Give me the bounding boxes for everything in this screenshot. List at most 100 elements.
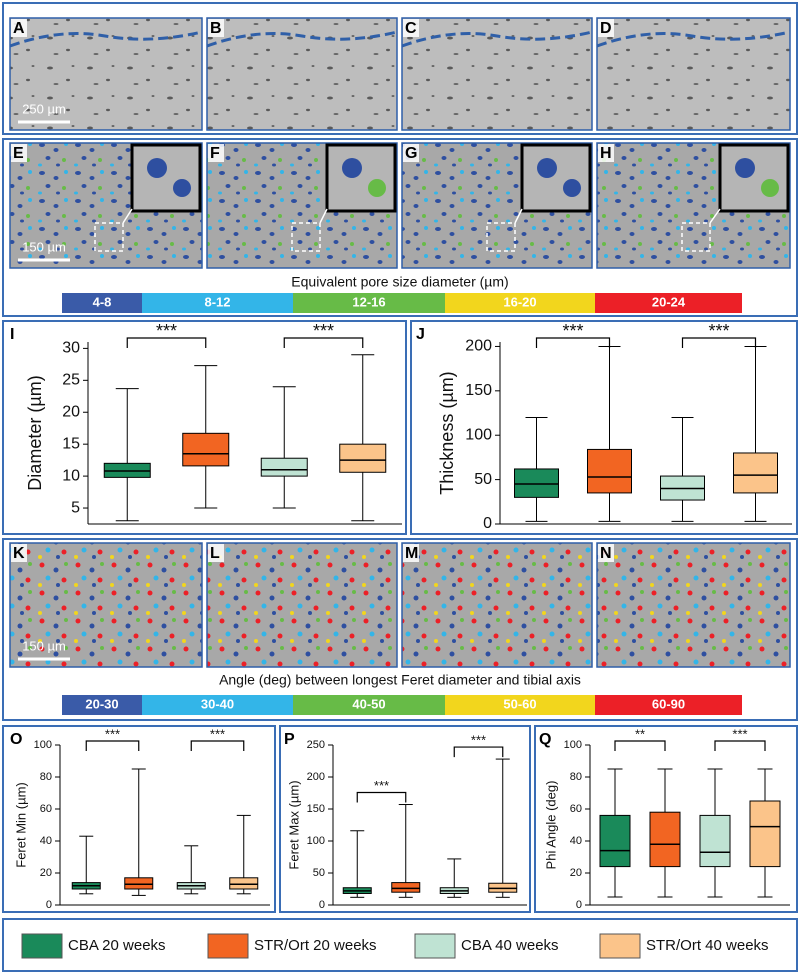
inset-zoom (325, 143, 397, 213)
box (391, 882, 421, 893)
label-bg (11, 19, 27, 37)
roi-box (681, 222, 711, 252)
y-tick-label: 0 (319, 899, 325, 911)
inset-pore (173, 179, 191, 197)
y-tick-label: 50 (474, 471, 492, 488)
colorbar-label: 60-90 (652, 696, 685, 711)
box (733, 452, 778, 494)
legend-swatch (414, 933, 456, 959)
y-tick-label: 25 (62, 372, 80, 389)
significance-bracket (126, 337, 207, 348)
panel-label: C (405, 20, 417, 37)
label-bg (403, 544, 419, 562)
significance-bracket (614, 740, 666, 751)
significance-label: ** (635, 726, 645, 741)
label-bg (11, 144, 27, 162)
panel-label: P (284, 731, 295, 748)
significance-bracket (283, 337, 364, 348)
colorbar-segment (142, 293, 293, 313)
colorbar-label: 30-40 (201, 696, 234, 711)
panel-label: K (13, 545, 25, 562)
y-tick-label: 60 (570, 803, 582, 815)
significance-label: *** (105, 726, 120, 741)
y-axis-label: Feret Min (µm) (13, 782, 28, 868)
box (749, 800, 781, 868)
colorbar-title: Equivalent pore size diameter (µm) (291, 274, 508, 290)
roi-connector (122, 208, 133, 224)
inset-zoom (718, 143, 790, 213)
y-tick-label: 60 (40, 803, 52, 815)
box (514, 468, 559, 498)
boundary-line (206, 30, 398, 48)
legend-swatch (207, 933, 249, 959)
legend-label: STR/Ort 20 weeks (254, 937, 377, 954)
box (339, 443, 387, 473)
panel-label: A (13, 20, 25, 37)
box (229, 877, 259, 890)
y-tick-label: 200 (307, 771, 325, 783)
label-bg (11, 544, 27, 562)
colorbar-segment (62, 695, 142, 715)
label-bg (403, 19, 419, 37)
roi-box (291, 222, 321, 252)
y-tick-label: 5 (71, 499, 80, 516)
y-tick-label: 15 (62, 435, 80, 452)
inset-pore (563, 179, 581, 197)
colorbar-segment (595, 695, 742, 715)
panel-label: F (210, 145, 220, 162)
y-tick-label: 30 (62, 340, 80, 357)
colorbar-label: 50-60 (503, 696, 536, 711)
colorbar-label: 20-30 (85, 696, 118, 711)
legend-label: CBA 40 weeks (461, 937, 559, 954)
inset-pore (735, 158, 755, 178)
significance-label: *** (374, 778, 389, 793)
panel-label: H (600, 145, 612, 162)
y-tick-label: 100 (34, 739, 52, 751)
y-tick-label: 10 (62, 467, 80, 484)
box (699, 814, 731, 868)
y-tick-label: 20 (62, 403, 80, 420)
y-tick-label: 100 (564, 739, 582, 751)
significance-bracket (85, 740, 140, 751)
y-tick-label: 80 (40, 771, 52, 783)
significance-label: *** (156, 321, 177, 341)
panel-label: M (405, 545, 418, 562)
boundary-line (9, 30, 203, 48)
legend-label: STR/Ort 40 weeks (646, 937, 769, 954)
inset-pore (147, 158, 167, 178)
significance-bracket (535, 337, 611, 348)
significance-label: *** (708, 321, 729, 341)
y-tick-label: 0 (576, 899, 582, 911)
panel-label: L (210, 545, 220, 562)
colorbar-segment (445, 695, 595, 715)
inset-zoom (520, 143, 592, 213)
inset-pore (368, 179, 386, 197)
roi-connector (319, 208, 328, 224)
inset-pore (342, 158, 362, 178)
y-tick-label: 150 (465, 382, 492, 399)
y-tick-label: 20 (40, 867, 52, 879)
y-tick-label: 0 (46, 899, 52, 911)
significance-label: *** (562, 321, 583, 341)
label-bg (208, 144, 224, 162)
box (182, 432, 230, 467)
box (587, 448, 632, 494)
colorbar-segment (293, 293, 445, 313)
panel-label: Q (539, 731, 551, 748)
boundary-line (401, 30, 593, 48)
box (260, 457, 308, 477)
y-tick-label: 0 (483, 515, 492, 532)
roi-connector (514, 208, 523, 224)
colorbar-segment (445, 293, 595, 313)
y-tick-label: 20 (570, 867, 582, 879)
y-tick-label: 80 (570, 771, 582, 783)
y-axis-label: Feret Max (µm) (286, 780, 301, 869)
inset-pore (761, 179, 779, 197)
colorbar-segment (595, 293, 742, 313)
significance-label: *** (210, 726, 225, 741)
significance-label: *** (732, 726, 747, 741)
label-bg (598, 544, 614, 562)
y-tick-label: 40 (40, 835, 52, 847)
significance-bracket (190, 740, 245, 751)
